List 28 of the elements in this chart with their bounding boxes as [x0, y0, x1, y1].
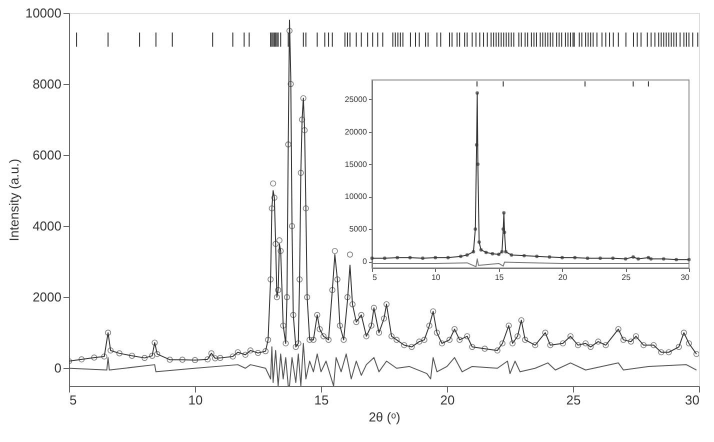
- x-tick-label: 10: [431, 273, 441, 282]
- x-tick-label: 15: [314, 392, 329, 408]
- x-axis-title: 2θ (ᵒ): [368, 410, 400, 424]
- y-tick-label: 10000: [344, 192, 368, 202]
- x-tick-label: 30: [680, 273, 690, 282]
- y-tick-label: 6000: [32, 148, 62, 163]
- x-tick-label: 10: [188, 392, 203, 408]
- x-tick-label: 30: [685, 392, 700, 408]
- y-tick-label: 0: [362, 257, 368, 266]
- y-tick-label: 20000: [344, 127, 368, 136]
- x-tick-label: 20: [440, 392, 455, 408]
- y-axis-title: Intensity (a.u.): [6, 158, 22, 242]
- x-tick-label: 5: [70, 392, 77, 408]
- x-tick-label: 5: [372, 273, 378, 282]
- y-tick-label: 8000: [32, 76, 62, 92]
- x-tick-label: 15: [494, 273, 504, 282]
- x-tick-label: 25: [622, 273, 632, 282]
- y-tick-label: 0: [54, 360, 62, 376]
- y-tick-label: 15000: [344, 160, 368, 169]
- line-series: [69, 342, 697, 386]
- y-tick-label: 2000: [32, 290, 62, 305]
- x-tick-label: 25: [566, 392, 581, 408]
- y-tick-label: 25000: [344, 94, 368, 104]
- x-tick-label: 20: [558, 273, 568, 282]
- y-tick-label: 5000: [349, 224, 368, 234]
- y-tick-label: 4000: [32, 218, 62, 234]
- line-series: [370, 91, 691, 262]
- y-tick-label: 10000: [25, 6, 62, 20]
